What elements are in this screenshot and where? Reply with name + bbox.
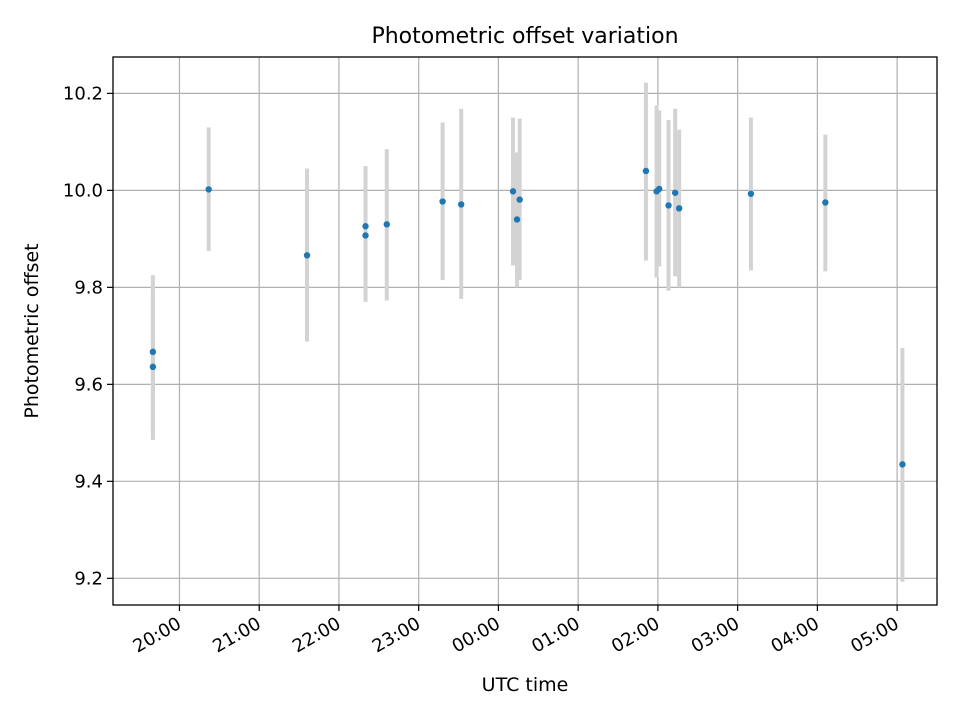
y-tick-label: 10.2 xyxy=(63,83,103,104)
axis-ticks: 20:00 21:00 22:00 23:00 00:00 01:00 02:00 03:00… xyxy=(63,83,903,657)
data-point xyxy=(362,223,369,230)
x-tick-label: 23:00 xyxy=(369,613,424,657)
data-point xyxy=(303,252,311,259)
data-point xyxy=(665,202,672,209)
y-tick-label: 9.6 xyxy=(74,374,103,395)
data-point xyxy=(656,185,663,193)
y-tick-label: 10.0 xyxy=(63,180,103,201)
data-point xyxy=(383,221,390,228)
data-point xyxy=(822,199,829,206)
data-point xyxy=(509,188,517,195)
data-point xyxy=(362,232,369,239)
data-points xyxy=(149,167,906,468)
error-bars xyxy=(150,82,905,582)
data-point xyxy=(439,198,446,205)
y-tick-label: 9.4 xyxy=(74,471,103,492)
data-point xyxy=(671,189,679,196)
data-point xyxy=(513,216,521,223)
x-tick-label: 02:00 xyxy=(608,613,663,657)
x-tick-label: 22:00 xyxy=(289,613,344,657)
x-tick-label: 03:00 xyxy=(688,613,743,657)
data-point xyxy=(675,205,683,212)
data-point xyxy=(458,201,465,208)
y-tick-label: 9.2 xyxy=(74,568,103,589)
data-point xyxy=(516,196,523,203)
data-point xyxy=(205,186,212,193)
plot-frame xyxy=(112,56,938,606)
y-axis-label: Photometric offset xyxy=(21,243,43,418)
data-point xyxy=(642,167,650,175)
x-tick-label: 00:00 xyxy=(448,613,503,657)
x-axis-label: UTC time xyxy=(482,674,569,696)
data-point xyxy=(747,190,755,197)
x-tick-label: 21:00 xyxy=(209,613,264,657)
chart-title: Photometric offset variation xyxy=(371,24,678,49)
data-point xyxy=(899,461,906,468)
y-tick-label: 9.8 xyxy=(74,277,103,298)
x-tick-label: 20:00 xyxy=(130,613,185,657)
grid xyxy=(113,57,937,605)
data-point xyxy=(149,363,157,371)
x-tick-label: 04:00 xyxy=(767,613,822,657)
x-tick-label: 01:00 xyxy=(528,613,583,657)
data-point xyxy=(149,348,157,356)
x-tick-label: 05:00 xyxy=(847,613,902,657)
